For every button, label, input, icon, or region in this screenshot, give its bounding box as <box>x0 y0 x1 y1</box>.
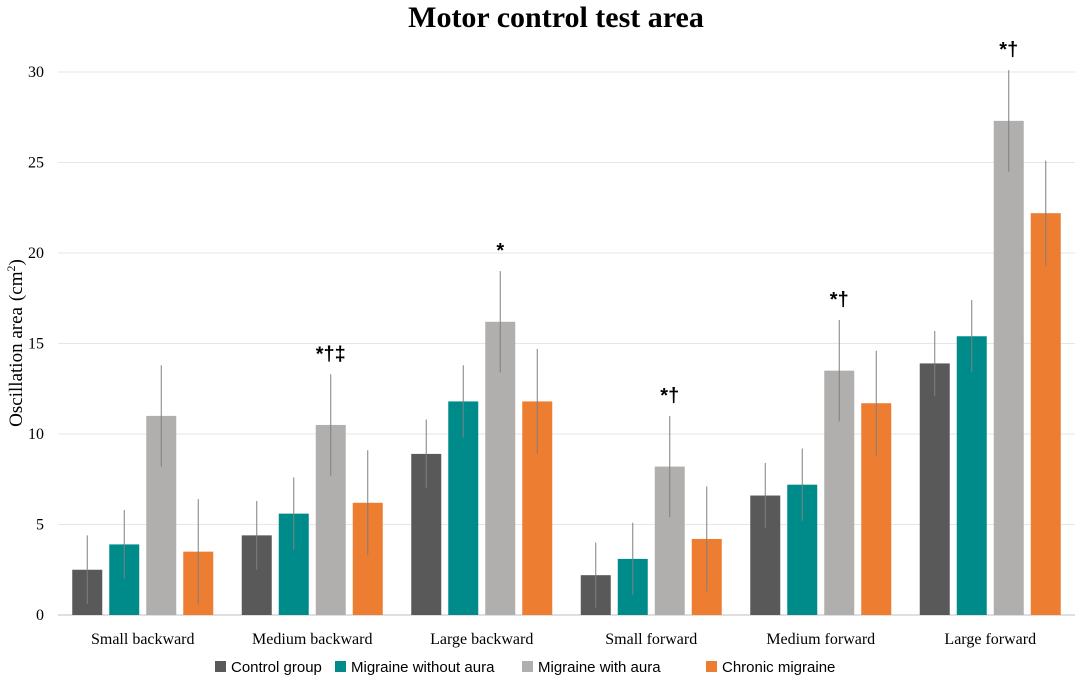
legend-label: Chronic migraine <box>722 659 835 676</box>
bar-layer <box>72 120 1061 616</box>
y-tick-label: 0 <box>36 607 44 624</box>
x-tick-label: Small forward <box>605 631 697 648</box>
significance-label: *† <box>830 289 849 311</box>
y-tick-label: 20 <box>28 245 44 262</box>
significance-label: *†‡ <box>316 343 346 365</box>
y-tick-label: 30 <box>28 64 44 81</box>
significance-label: * <box>496 240 504 262</box>
chart-title: Motor control test area <box>408 1 704 34</box>
y-axis-label-text: Oscillation area <box>6 307 27 427</box>
legend-swatch <box>522 661 533 672</box>
error-layer <box>86 70 1047 608</box>
legend: Control group Migraine without aura Migrai… <box>215 659 835 676</box>
x-tick-layer: Small backward Medium backward Large backw… <box>91 631 1036 648</box>
significance-label: *† <box>999 39 1018 61</box>
bar <box>993 120 1024 616</box>
grid-layer: 0 5 10 15 20 25 30 <box>28 64 1075 624</box>
x-tick-label: Small backward <box>91 631 195 648</box>
y-tick-label: 5 <box>36 517 44 534</box>
x-tick-label: Large forward <box>944 631 1036 648</box>
x-tick-label: Medium forward <box>766 631 875 648</box>
y-axis-label-unit: (cm <box>6 271 27 301</box>
legend-swatch <box>335 661 346 672</box>
bar <box>956 336 987 615</box>
legend-swatch <box>215 661 226 672</box>
y-tick-label: 25 <box>28 155 44 172</box>
x-tick-label: Medium backward <box>252 631 372 648</box>
y-axis-label-unit-close: ) <box>6 259 27 265</box>
legend-label: Migraine with aura <box>538 659 661 676</box>
y-axis-label-unit-sup: 2 <box>4 266 18 272</box>
bar <box>1030 213 1061 615</box>
y-tick-label: 10 <box>28 426 44 443</box>
y-tick-label: 15 <box>28 336 44 353</box>
legend-swatch <box>706 661 717 672</box>
legend-label: Migraine without aura <box>351 659 495 676</box>
x-tick-label: Large backward <box>430 631 533 648</box>
annotation-layer: *†‡ * *† *† *† <box>316 39 1018 407</box>
y-axis-label: Oscillation area (cm2) <box>4 259 27 427</box>
significance-label: *† <box>660 385 679 407</box>
bar <box>919 363 950 615</box>
legend-label: Control group <box>231 659 322 676</box>
